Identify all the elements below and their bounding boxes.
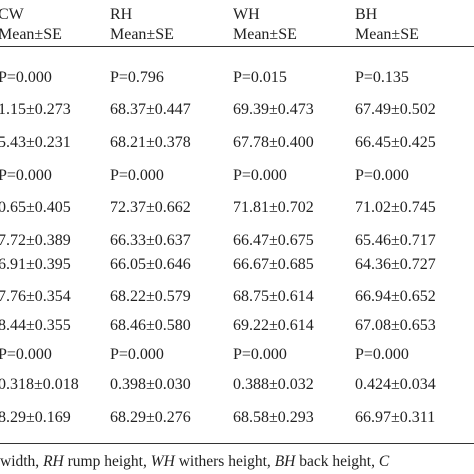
footnote-part: back height, — [295, 453, 379, 470]
table-cell: P=0.000 — [0, 346, 52, 363]
header-cell: RH — [110, 6, 133, 23]
table-cell: 66.67±0.685 — [233, 256, 314, 273]
header-cell: WH — [233, 6, 260, 23]
header-cell: Mean±SE — [233, 26, 297, 43]
table-cell: 65.46±0.717 — [355, 232, 436, 249]
footnote-part: width, — [0, 453, 44, 470]
footnote-part: WH — [150, 453, 175, 470]
table-cell: 0.388±0.032 — [233, 376, 314, 393]
footnote-part: BH — [274, 453, 296, 470]
table-cell: 72.37±0.662 — [110, 199, 191, 216]
table-cell: 68.29±0.276 — [110, 409, 191, 426]
table-cell: 64.36±0.727 — [355, 256, 436, 273]
table-cell: 7.76±0.354 — [0, 288, 71, 305]
header-cell: BH — [355, 6, 378, 23]
table-cell: 68.58±0.293 — [233, 409, 314, 426]
table-cell: 69.22±0.614 — [233, 317, 314, 334]
table-cell: 66.45±0.425 — [355, 134, 436, 151]
table-cell: P=0.000 — [110, 346, 164, 363]
table-cell: 66.47±0.675 — [233, 232, 314, 249]
table-cell: 71.02±0.745 — [355, 199, 436, 216]
footnote-part: RH — [43, 453, 64, 470]
footnote-part: C — [378, 453, 390, 470]
header-cell: CW — [0, 6, 24, 23]
table-cell: P=0.000 — [355, 346, 409, 363]
table-cell: 68.21±0.378 — [110, 134, 191, 151]
header-rule — [0, 46, 474, 47]
table-cell: P=0.015 — [233, 69, 287, 86]
table-cell: 71.81±0.702 — [233, 199, 314, 216]
table-cell: 67.78±0.400 — [233, 134, 314, 151]
table-cell: 6.91±0.395 — [0, 256, 71, 273]
table-cell: P=0.135 — [355, 69, 409, 86]
table-cell: P=0.000 — [0, 167, 52, 184]
header-cell: Mean±SE — [0, 26, 62, 43]
table-cell: 1.15±0.273 — [0, 101, 71, 118]
header-cell: Mean±SE — [355, 26, 419, 43]
table-cell: P=0.000 — [110, 167, 164, 184]
table-cell: 0.424±0.034 — [355, 376, 436, 393]
table-cell: 7.72±0.389 — [0, 232, 71, 249]
table-cell: 66.33±0.637 — [110, 232, 191, 249]
table-cell: 8.29±0.169 — [0, 409, 71, 426]
table-cell: 0.398±0.030 — [110, 376, 191, 393]
table-cell: 68.46±0.580 — [110, 317, 191, 334]
table-cell: 0.65±0.405 — [0, 199, 71, 216]
table-cell: 5.43±0.231 — [0, 134, 71, 151]
table-cell: 67.08±0.653 — [355, 317, 436, 334]
footnote: width, RH rump height, WH withers height… — [0, 452, 389, 472]
footnote-part: rump height, — [63, 453, 151, 470]
table-cell: 68.22±0.579 — [110, 288, 191, 305]
table-cell: P=0.000 — [233, 167, 287, 184]
table-cell: 68.37±0.447 — [110, 101, 191, 118]
table-cell: P=0.000 — [0, 69, 52, 86]
table-cell: 66.97±0.311 — [355, 409, 436, 426]
footnote-part: withers height, — [174, 453, 275, 470]
table-cell: P=0.000 — [233, 346, 287, 363]
table-cell: 0.318±0.018 — [0, 376, 79, 393]
table-cell: 69.39±0.473 — [233, 101, 314, 118]
table-cell: P=0.000 — [355, 167, 409, 184]
table-cell: 66.94±0.652 — [355, 288, 436, 305]
table-cell: 68.75±0.614 — [233, 288, 314, 305]
header-cell: Mean±SE — [110, 26, 174, 43]
table-cell: 67.49±0.502 — [355, 101, 436, 118]
bottom-rule — [0, 443, 474, 444]
table-cell: P=0.796 — [110, 69, 164, 86]
table-cell: 8.44±0.355 — [0, 317, 71, 334]
table-cell: 66.05±0.646 — [110, 256, 191, 273]
